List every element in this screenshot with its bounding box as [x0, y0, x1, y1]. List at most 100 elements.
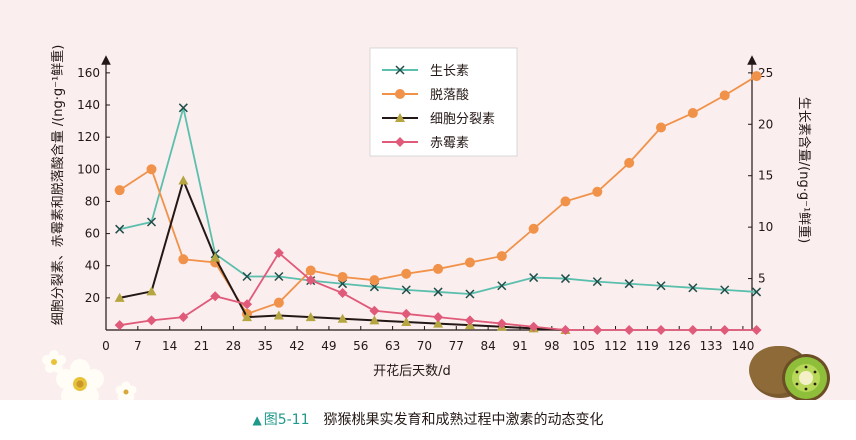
data-point-diamond — [369, 305, 380, 316]
legend-label: 细胞分裂素 — [430, 112, 495, 127]
data-point-circle — [369, 275, 380, 286]
data-point-circle — [273, 297, 284, 308]
data-point-diamond — [433, 312, 444, 323]
figure-number: 图5-11 — [263, 412, 310, 428]
data-point-x — [624, 279, 634, 289]
data-point-x — [688, 283, 698, 293]
data-point-circle — [719, 90, 730, 101]
data-point-x — [178, 103, 188, 113]
data-point-diamond — [242, 299, 253, 310]
data-point-diamond — [656, 325, 667, 335]
data-point-circle — [496, 251, 507, 262]
figure-caption: ▲ 图5-11 猕猴桃果实发育和成熟过程中激素的动态变化 — [0, 409, 856, 429]
x-tick-label: 14 — [162, 339, 177, 353]
y-right-tick-label: 15 — [758, 169, 773, 183]
data-point-circle — [656, 122, 667, 133]
hormone-line-chart: 0 7 14 21 28 35 42 49 56 63 70 77 84 91 98 105 112 119 126… — [42, 45, 830, 400]
data-point-circle — [337, 271, 348, 282]
data-point-circle — [146, 164, 157, 175]
x-tick-label: 77 — [449, 339, 464, 353]
y-left-tick-label: 20 — [85, 291, 100, 305]
x-tick-label: 112 — [604, 339, 627, 353]
y-left-tick-label: 120 — [77, 130, 100, 144]
series-0 — [115, 103, 762, 299]
data-point-x — [592, 277, 602, 287]
data-point-triangle — [273, 310, 284, 320]
data-point-diamond — [114, 320, 125, 331]
x-tick-label: 35 — [258, 339, 273, 353]
data-point-x — [433, 287, 443, 297]
x-tick-label: 105 — [572, 339, 595, 353]
x-tick-label: 7 — [134, 339, 142, 353]
y-left-tick-label: 40 — [85, 259, 100, 273]
x-tick-label: 70 — [417, 339, 432, 353]
x-tick-label: 49 — [321, 339, 336, 353]
data-point-x — [395, 65, 405, 75]
data-point-triangle — [178, 175, 189, 185]
data-point-x — [146, 217, 157, 227]
data-point-circle — [433, 263, 444, 274]
x-tick-label: 63 — [385, 339, 400, 353]
data-point-x — [720, 285, 730, 295]
data-point-x — [497, 281, 507, 291]
caption-triangle-icon: ▲ — [252, 413, 262, 427]
x-tick-label: 140 — [731, 339, 754, 353]
x-tick-label: 126 — [668, 339, 691, 353]
legend-label: 生长素 — [430, 64, 469, 79]
x-tick-label: 84 — [481, 339, 496, 353]
y-right-axis-title: 生长素含量/(ng·g⁻¹鲜重) — [796, 97, 812, 243]
y-right-tick-label: 5 — [758, 272, 766, 286]
data-point-circle — [560, 196, 571, 207]
series-2 — [114, 175, 571, 334]
data-point-circle — [624, 157, 635, 168]
y-right-tick-label: 10 — [758, 220, 773, 234]
x-axis-title: 开花后天数/d — [373, 363, 451, 379]
data-point-circle — [401, 268, 412, 279]
data-point-diamond — [210, 291, 221, 302]
x-tick-group: 0 7 14 21 28 35 42 49 56 63 70 77 84 91 98 105 112 119 126… — [102, 326, 754, 353]
data-point-triangle — [369, 315, 380, 325]
legend-label: 赤霉素 — [430, 136, 469, 151]
x-tick-label: 21 — [194, 339, 209, 353]
x-tick-label: 98 — [544, 339, 559, 353]
data-point-circle — [395, 89, 405, 99]
y-left-tick-label: 140 — [77, 98, 100, 112]
y-left-tick-label: 80 — [85, 194, 100, 208]
data-point-x — [560, 274, 571, 284]
data-point-diamond — [273, 247, 284, 258]
data-point-diamond — [719, 325, 730, 335]
data-point-triangle — [210, 252, 221, 262]
y-right-tick-label: 20 — [758, 117, 773, 131]
data-point-diamond — [178, 312, 189, 323]
data-point-triangle — [114, 292, 125, 302]
data-point-x — [752, 287, 762, 297]
data-point-triangle — [146, 286, 157, 296]
data-point-circle — [751, 71, 762, 82]
y-left-tick-label: 100 — [77, 162, 100, 176]
data-point-diamond — [395, 137, 405, 147]
x-tick-label: 133 — [700, 339, 723, 353]
data-point-circle — [592, 186, 603, 197]
y-left-tick-label: 60 — [85, 227, 100, 241]
data-point-x — [465, 289, 475, 299]
figure-title: 猕猴桃果实发育和成熟过程中激素的动态变化 — [323, 412, 604, 428]
data-point-triangle — [401, 316, 412, 326]
y-left-tick-group: 20 40 60 80 100 120 140 160 — [77, 66, 110, 305]
data-point-diamond — [337, 288, 348, 299]
data-point-diamond — [496, 318, 507, 329]
data-point-diamond — [401, 308, 412, 319]
data-point-circle — [178, 254, 189, 265]
data-point-triangle — [337, 313, 348, 323]
data-point-diamond — [687, 325, 698, 335]
data-point-diamond — [528, 321, 539, 332]
data-point-x — [656, 281, 666, 291]
data-point-triangle — [242, 312, 253, 322]
flower-illustration — [42, 350, 137, 400]
x-tick-label: 56 — [353, 339, 368, 353]
legend-label: 脱落酸 — [430, 88, 469, 103]
x-tick-label: 0 — [102, 339, 110, 353]
x-tick-label: 28 — [226, 339, 241, 353]
data-point-diamond — [464, 315, 475, 326]
data-point-x — [529, 273, 539, 283]
